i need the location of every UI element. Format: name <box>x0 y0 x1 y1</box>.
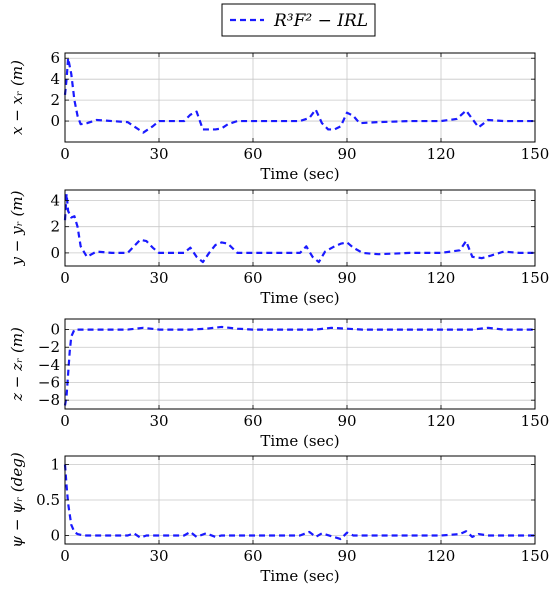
x-tick-label: 60 <box>243 269 262 287</box>
x-tick-label: 0 <box>60 547 70 565</box>
x-tick-label: 150 <box>521 145 550 163</box>
y-tick-label: −2 <box>38 338 60 356</box>
x-tick-label: 30 <box>149 269 168 287</box>
x-tick-label: 0 <box>60 412 70 430</box>
legend-box <box>221 3 376 37</box>
y-tick-label: −6 <box>38 374 60 392</box>
y-tick-label: 0 <box>50 244 60 262</box>
x-tick-label: 0 <box>60 269 70 287</box>
y-tick-label: 0 <box>50 526 60 544</box>
y-tick-label: −4 <box>38 356 60 374</box>
x-tick-label: 90 <box>337 145 356 163</box>
x-tick-label: 60 <box>243 547 262 565</box>
x-tick-label: 120 <box>427 269 456 287</box>
y-tick-label: 4 <box>50 70 60 88</box>
x-tick-label: 30 <box>149 145 168 163</box>
x-tick-label: 150 <box>521 547 550 565</box>
x-axis-label: Time (sec) <box>260 165 339 183</box>
x-tick-label: 120 <box>427 145 456 163</box>
x-tick-label: 120 <box>427 412 456 430</box>
y-tick-label: 2 <box>50 218 60 236</box>
panel-1: 0 30 60 90 120 150 0 2 4 6 Time (sec) x − xᵣ (m) <box>8 49 549 183</box>
panel-2: 0 30 60 90 120 150 0 2 4 Time (sec) y − yᵣ (m) <box>8 189 550 307</box>
legend-label: R³F² − IRL <box>273 11 368 31</box>
series-line <box>63 192 535 264</box>
y-tick-label: −8 <box>38 391 60 409</box>
series-line <box>63 57 535 134</box>
panel-4: 0 30 60 90 120 150 0 0.5 1 Time (sec) ψ − ψᵣ (deg) <box>8 452 549 585</box>
x-tick-label: 60 <box>243 145 262 163</box>
x-tick-label: 60 <box>243 412 262 430</box>
legend: R³F² − IRL <box>221 3 376 37</box>
x-tick-label: 0 <box>60 145 70 163</box>
series-line <box>63 325 535 406</box>
plot-frame <box>64 318 536 410</box>
x-axis-label: Time (sec) <box>260 289 339 307</box>
y-tick-label: 0 <box>50 321 60 339</box>
x-tick-label: 150 <box>521 269 550 287</box>
y-axis-label: z − zᵣ (m) <box>8 327 26 402</box>
y-axis-label: y − yᵣ (m) <box>8 190 26 266</box>
plot-frame <box>64 189 536 267</box>
x-tick-label: 150 <box>521 412 550 430</box>
y-tick-label: 6 <box>50 49 60 67</box>
x-tick-label: 90 <box>337 412 356 430</box>
x-tick-label: 120 <box>427 547 456 565</box>
x-tick-label: 30 <box>149 547 168 565</box>
x-tick-label: 30 <box>149 412 168 430</box>
y-tick-label: 1 <box>50 456 60 474</box>
x-tick-label: 90 <box>337 269 356 287</box>
series-line <box>63 464 535 541</box>
y-tick-label: 0.5 <box>36 491 60 509</box>
y-axis-label: x − xᵣ (m) <box>8 60 26 135</box>
x-axis-label: Time (sec) <box>260 567 339 585</box>
y-tick-label: 2 <box>50 91 60 109</box>
y-axis-label: ψ − ψᵣ (deg) <box>8 452 26 548</box>
x-axis-label: Time (sec) <box>260 432 339 450</box>
y-tick-label: 0 <box>50 112 60 130</box>
y-tick-label: 4 <box>50 191 60 209</box>
plot-frame <box>64 52 536 143</box>
x-tick-label: 90 <box>337 547 356 565</box>
